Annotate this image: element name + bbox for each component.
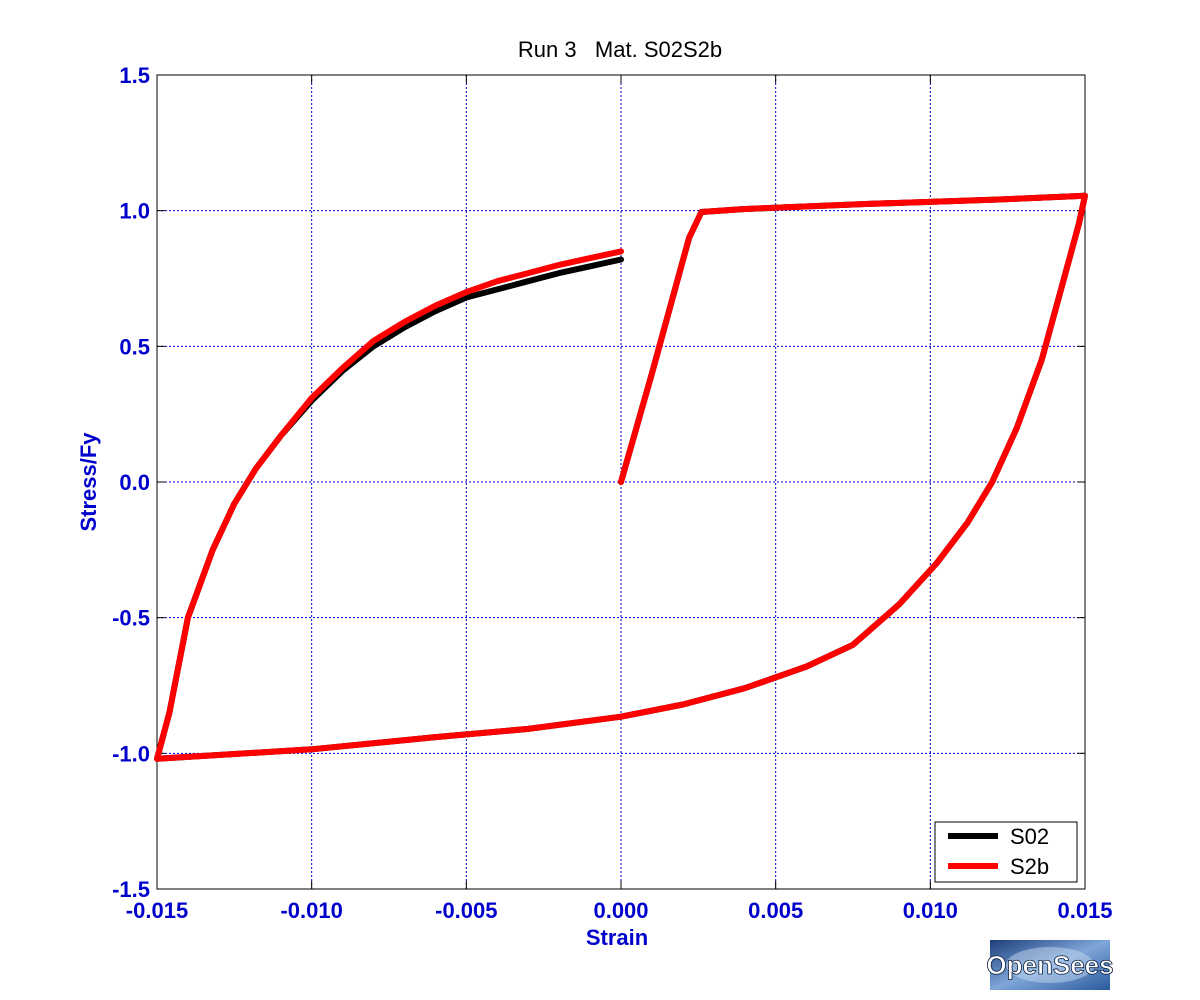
series-lines bbox=[154, 192, 1088, 762]
chart-title: Run 3 Mat. S02S2b bbox=[518, 37, 722, 62]
x-tick-label: -0.005 bbox=[435, 898, 497, 923]
series-line-s2b bbox=[154, 192, 1088, 762]
legend-label-s02: S02 bbox=[1010, 824, 1049, 849]
y-tick-label: 1.0 bbox=[119, 199, 150, 224]
y-tick-label: 0.5 bbox=[119, 334, 150, 359]
y-tick-label: -0.5 bbox=[112, 606, 150, 631]
legend-box bbox=[934, 821, 1078, 883]
tick-marks bbox=[156, 74, 1086, 890]
opensees-logo: OpenSees bbox=[986, 940, 1114, 990]
y-axis-label: Stress/Fy bbox=[76, 432, 101, 532]
legend: S02 S2b bbox=[934, 821, 1078, 883]
x-tick-labels: -0.015 -0.010 -0.005 0.000 0.005 0.010 0.015 bbox=[126, 898, 1113, 923]
logo-text: OpenSees bbox=[986, 950, 1113, 980]
y-tick-label: 0.0 bbox=[119, 470, 150, 495]
x-axis-label: Strain bbox=[586, 925, 648, 950]
x-tick-label: -0.010 bbox=[280, 898, 342, 923]
x-tick-label: 0.010 bbox=[903, 898, 958, 923]
x-tick-label: -0.015 bbox=[126, 898, 188, 923]
y-tick-labels: -1.5 -1.0 -0.5 0.0 0.5 1.0 1.5 bbox=[112, 63, 150, 902]
y-tick-label: -1.0 bbox=[112, 741, 150, 766]
y-tick-label: -1.5 bbox=[112, 877, 150, 902]
y-tick-label: 1.5 bbox=[119, 63, 150, 88]
x-tick-label: 0.000 bbox=[593, 898, 648, 923]
legend-label-s2b: S2b bbox=[1010, 854, 1049, 879]
x-tick-label: 0.005 bbox=[748, 898, 803, 923]
x-tick-label: 0.015 bbox=[1057, 898, 1112, 923]
